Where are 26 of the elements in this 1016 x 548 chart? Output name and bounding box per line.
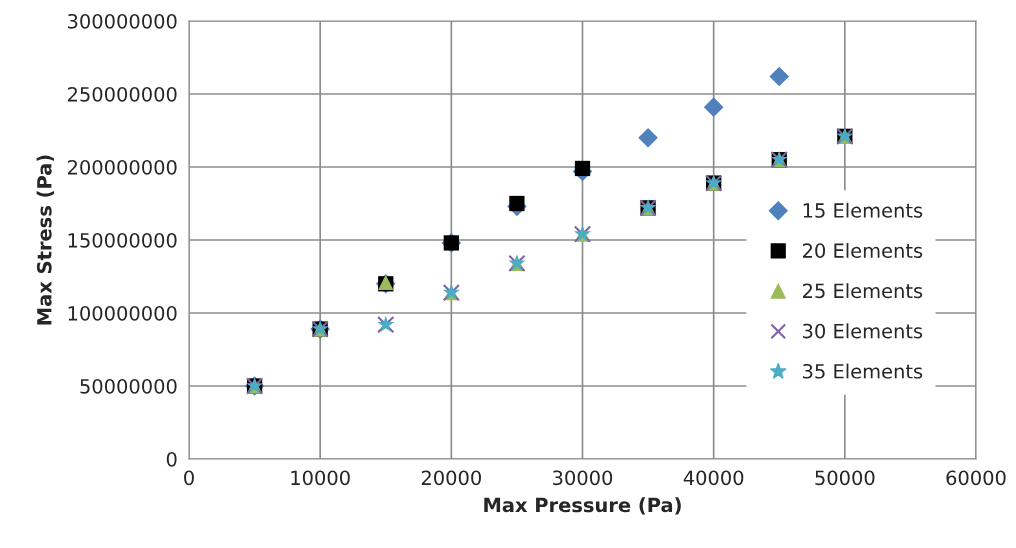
x-tick-label: 10000 xyxy=(291,470,350,486)
x-tick-label: 0 xyxy=(184,470,194,486)
y-tick-label: 50000000 xyxy=(80,378,177,394)
x-axis-title: Max Pressure (Pa) xyxy=(484,497,681,515)
x-tick-label: 20000 xyxy=(421,470,481,486)
y-tick-label: 150000000 xyxy=(68,232,177,248)
point xyxy=(574,160,591,177)
x-tick-label: 30000 xyxy=(553,470,613,486)
legend-label: 25 Elements xyxy=(803,283,923,299)
y-tick-label: 0 xyxy=(166,451,177,467)
legend-label: 30 Elements xyxy=(803,323,923,339)
legend-label: 35 Elements xyxy=(803,363,923,379)
y-tick-label: 250000000 xyxy=(67,86,177,102)
y-axis-title: Max Stress (Pa) xyxy=(36,155,54,325)
y-tick-label: 300000000 xyxy=(68,13,177,29)
x-tick-label: 40000 xyxy=(683,470,744,486)
y-tick-label: 100000000 xyxy=(68,305,177,321)
point xyxy=(769,66,790,87)
point xyxy=(703,97,724,117)
y-tick-label: 200000000 xyxy=(67,159,177,175)
x-tick-label: 60000 xyxy=(946,470,1006,486)
point xyxy=(509,195,525,212)
legend-label: 20 Elements xyxy=(803,242,923,258)
legend-label: 15 Elements xyxy=(803,202,923,218)
point xyxy=(638,127,658,148)
x-tick-label: 50000 xyxy=(815,470,875,486)
